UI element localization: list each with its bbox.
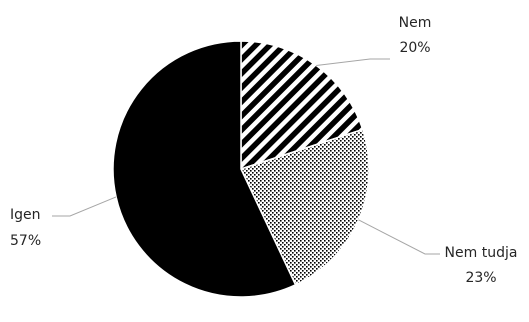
- leader-line-igen: [52, 196, 117, 217]
- leader-lines: [52, 58, 440, 255]
- pie-slice-nem: [240, 40, 364, 171]
- slice-label-nem-tudja: Nem tudja: [445, 245, 518, 261]
- slice-percent-nem-tudja: 23%: [465, 270, 496, 286]
- pie-slice-igen: [112, 40, 297, 298]
- pie-slice-nem-tudja: [239, 128, 370, 286]
- pie-slices: [112, 40, 370, 298]
- slice-percent-igen: 57%: [10, 233, 41, 249]
- leader-line-nem-tudja: [358, 219, 440, 255]
- leader-line-nem: [316, 58, 390, 66]
- slice-label-nem: Nem: [399, 15, 432, 31]
- slice-label-igen: Igen: [10, 207, 41, 223]
- slice-percent-nem: 20%: [399, 40, 430, 56]
